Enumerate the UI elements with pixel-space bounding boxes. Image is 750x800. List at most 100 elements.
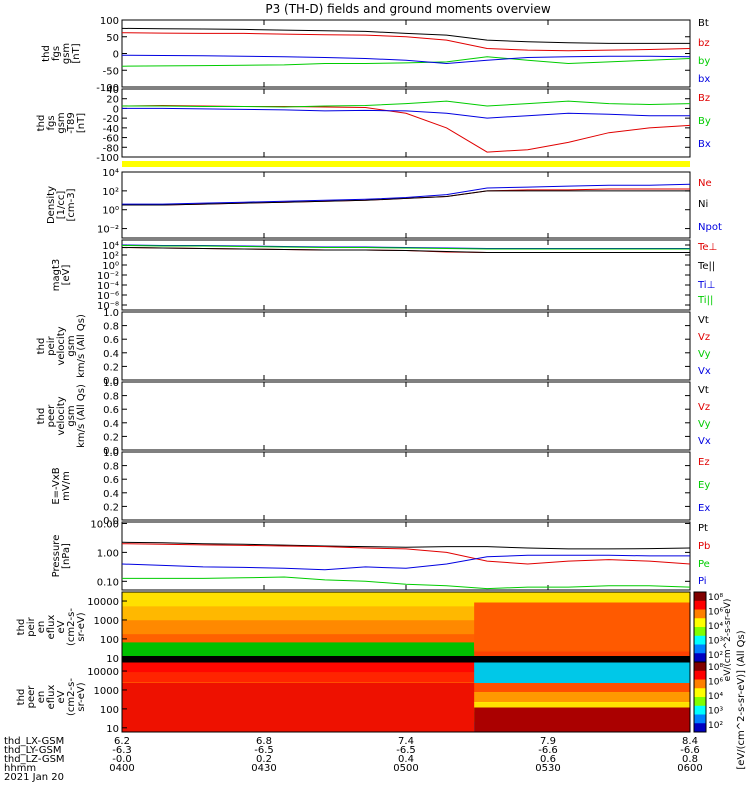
y-tick-label: 10⁻⁸ <box>97 301 119 312</box>
y-axis-label: thd peer en eflux eV (cm2-s-sr-eV) <box>16 678 87 716</box>
y-tick-label: 10⁻² <box>97 225 119 236</box>
y-tick-label: 10⁻⁶ <box>97 291 119 302</box>
y-axis-label: thd fgs gsm [nT] <box>41 43 82 64</box>
x-row-label: thd_LX-GSM <box>4 736 64 747</box>
colorbar-label: [eV/(cm^2-s-sr-eV)] (All Qs) <box>736 630 747 769</box>
y-tick-label: 0.0 <box>103 376 119 387</box>
y-label-line: E=-VxB <box>51 467 62 504</box>
y-label-line: (cm2-s- <box>66 608 77 646</box>
spectrogram-core <box>474 707 690 732</box>
legend-blue: Ti⊥ <box>697 280 715 291</box>
colorbar-swatch <box>694 609 706 619</box>
y-tick-label: 1000 <box>94 616 119 627</box>
panel-frame <box>121 171 691 239</box>
y-label-line: peir <box>26 616 37 636</box>
series-line-blue <box>122 107 690 119</box>
y-tick-label: 0.2 <box>103 502 119 513</box>
y-axis-label: Pressure [nPa] <box>51 535 72 578</box>
legend-red: Pb <box>698 541 710 552</box>
series-line-blue <box>121 554 690 571</box>
y-tick-label: 10000 <box>87 667 119 678</box>
y-tick-label: 0 <box>113 104 119 115</box>
y-label-line: en <box>36 621 47 634</box>
legend-blue: Vx <box>698 366 711 377</box>
x-col-hhmm: 0500 <box>393 763 418 774</box>
y-label-line: Pressure <box>51 535 62 578</box>
panel-frame <box>121 661 691 733</box>
y-axis-label: Density [1/cc] [cm-3] <box>46 186 77 224</box>
series-line-green <box>122 576 691 590</box>
y-tick-label: 0.0 <box>103 446 119 457</box>
x-col-lz: 0.6 <box>540 754 556 765</box>
series-line-blue <box>122 183 691 205</box>
y-label-line: eflux <box>46 615 57 640</box>
y-label-line: peer <box>26 685 37 709</box>
y-tick-label: 0.6 <box>103 475 119 486</box>
y-tick-label: 0.8 <box>103 392 119 403</box>
series-line-black <box>121 247 690 253</box>
y-tick-label: 0.0 <box>103 516 119 527</box>
y-tick-label: 0.10 <box>97 577 119 588</box>
y-label-line: -T89 <box>66 112 77 134</box>
y-tick-label: 50 <box>106 33 119 44</box>
series-line-black <box>121 541 691 550</box>
legend-black: Ni <box>698 199 708 210</box>
x-col-lx: 7.9 <box>540 736 556 747</box>
colorbar-swatch <box>694 670 706 680</box>
x-row-label: hhmm <box>4 763 36 774</box>
y-tick-label: -100 <box>96 83 119 94</box>
y-label-line: sr-eV) <box>76 682 87 711</box>
spectrogram-hot-region <box>474 602 690 652</box>
x-col-lz: 0.2 <box>256 754 272 765</box>
colorbar-swatch <box>694 653 706 663</box>
legend-red: Bz <box>698 93 710 104</box>
y-axis-label: E=-VxB mV/m <box>51 467 72 504</box>
y-tick-label: 0.4 <box>103 349 119 360</box>
colorbar-swatch <box>694 688 706 698</box>
y-label-line: [nT] <box>76 113 87 133</box>
y-tick-label: 100 <box>100 16 119 27</box>
y-tick-label: 0.4 <box>103 489 119 500</box>
x-col-ly: -6.6 <box>538 745 558 756</box>
legend-red: bz <box>698 38 710 49</box>
colorbar-tick-label: 10² <box>708 651 723 661</box>
legend-blue: bx <box>698 74 710 85</box>
panel-peir_spectrogram: 10000 1000 100 10 thd peir en eflux eV (cm2-s-sr-… <box>16 591 723 665</box>
legend-green: Pe <box>698 559 710 570</box>
y-tick-label: 10⁻⁴ <box>97 281 119 292</box>
panel-frame <box>121 88 691 158</box>
legend-blue: Npot <box>698 222 722 233</box>
y-tick-label: 0.6 <box>103 335 119 346</box>
x-col-lx: 6.8 <box>256 736 272 747</box>
legend-blue: Pi <box>698 576 707 587</box>
panel-frame <box>121 381 691 451</box>
y-label-line: velocity <box>56 326 67 365</box>
colorbar: 10⁸ 10⁶ 10⁴ 10³ 10² <box>693 591 723 663</box>
series-line-red <box>121 32 691 52</box>
legend-green: Vy <box>698 419 711 430</box>
legend-black: Te|| <box>697 261 715 272</box>
colorbar-tick-label: 10⁶ <box>708 678 723 688</box>
y-tick-label: -20 <box>103 114 119 125</box>
y-label-line: [eV] <box>61 265 72 286</box>
y-axis-label: thd peir velocity gsm km/s (All Qs) <box>36 314 87 378</box>
legend-blue: Vx <box>698 436 711 447</box>
series-line-green <box>121 245 690 250</box>
y-tick-label: 0.2 <box>103 432 119 443</box>
panel-frame <box>121 311 691 381</box>
x-col-hhmm: 0530 <box>535 763 560 774</box>
figure-title: P3 (TH-D) fields and ground moments over… <box>265 2 550 16</box>
y-tick-label: 10² <box>102 251 119 262</box>
y-tick-label: 0.8 <box>103 462 119 473</box>
legend-red: Vz <box>698 402 710 413</box>
colorbar-swatch <box>694 618 706 628</box>
y-tick-label: 10 <box>106 724 119 735</box>
y-tick-label: 0.2 <box>103 362 119 373</box>
colorbar-label-top: eV/(cm^2-s-sr-eV) <box>723 599 733 682</box>
y-tick-label: 0 <box>113 50 119 61</box>
y-label-line: thd <box>41 45 52 62</box>
y-label-line: km/s (All Qs) <box>76 314 87 378</box>
y-axis-label: magt3 [eV] <box>51 259 72 292</box>
y-tick-label: 10⁴ <box>102 241 119 252</box>
